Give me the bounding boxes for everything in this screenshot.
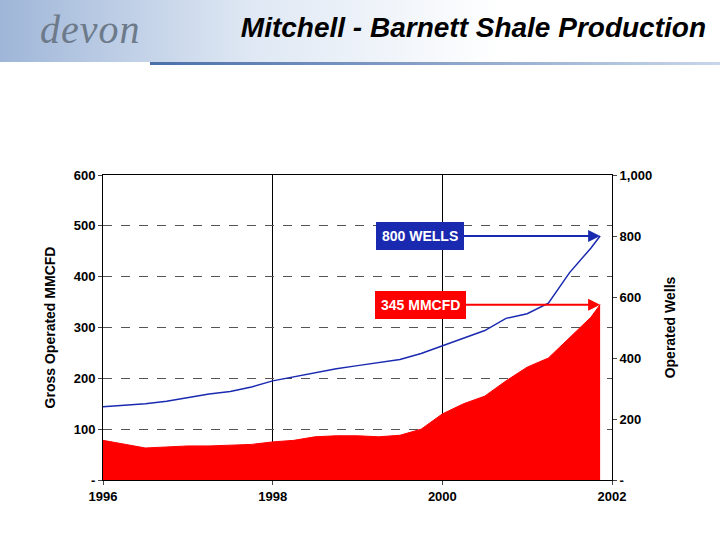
svg-text:800 WELLS: 800 WELLS (382, 228, 458, 244)
svg-text:Gross Operated MMCFD: Gross Operated MMCFD (42, 247, 58, 409)
svg-text:Operated Wells: Operated Wells (662, 276, 678, 378)
svg-text:600: 600 (620, 290, 642, 305)
html-text:Mitchell - Barnett Shale Produ: Mitchell - Barnett Shale Production (240, 12, 706, 43)
svg-text:500: 500 (74, 218, 96, 233)
svg-text:1996: 1996 (89, 489, 118, 504)
svg-text:-: - (91, 473, 95, 488)
svg-text:2002: 2002 (598, 489, 627, 504)
svg-text:400: 400 (74, 269, 96, 284)
svg-text:200: 200 (74, 371, 96, 386)
svg-text:2000: 2000 (428, 489, 457, 504)
svg-text:100: 100 (74, 422, 96, 437)
svg-text:300: 300 (74, 320, 96, 335)
svg-text:-: - (620, 473, 624, 488)
svg-text:400: 400 (620, 351, 642, 366)
svg-text:345 MMCFD: 345 MMCFD (381, 297, 460, 313)
svg-text:1998: 1998 (258, 489, 287, 504)
html-text:devon: devon (40, 7, 141, 52)
svg-text:600: 600 (74, 168, 96, 183)
svg-text:200: 200 (620, 412, 642, 427)
svg-text:800: 800 (620, 229, 642, 244)
svg-text:1,000: 1,000 (620, 168, 653, 183)
